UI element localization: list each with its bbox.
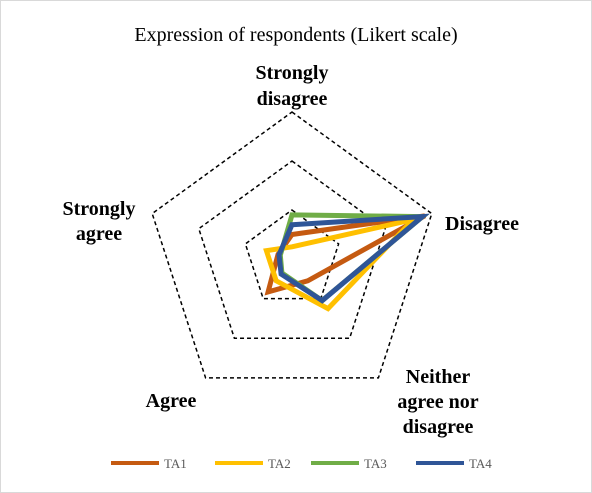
axis-label-5: Strongly agree [63,198,136,245]
legend-label: TA1 [164,456,187,471]
legend-item-ta3: TA3 [311,456,387,471]
legend-label: TA3 [364,456,387,471]
series-ta2 [263,215,421,312]
series-ta4 [276,213,430,304]
grid-ring-1 [244,209,340,300]
legend-item-ta2: TA2 [215,456,291,471]
axis-label-layer: Strongly disagree Disagree Neither agree nor… [63,62,520,438]
legend-item-ta4: TA4 [416,456,492,471]
legend-label: TA4 [469,456,492,471]
series-layer [263,212,430,312]
axis-label-1: Strongly disagree [256,62,329,110]
legend: TA1 TA2 TA3 TA4 [111,456,492,471]
legend-label: TA2 [268,456,291,471]
chart-title: Expression of respondents (Likert scale) [134,24,457,46]
axis-label-4: Agree [146,390,197,412]
axis-label-3: Neither agree nor disagree [397,366,478,438]
grid-layer [151,111,433,379]
legend-item-ta1: TA1 [111,456,187,471]
grid-ring-2 [197,160,387,340]
axis-label-2: Disagree [445,213,519,235]
